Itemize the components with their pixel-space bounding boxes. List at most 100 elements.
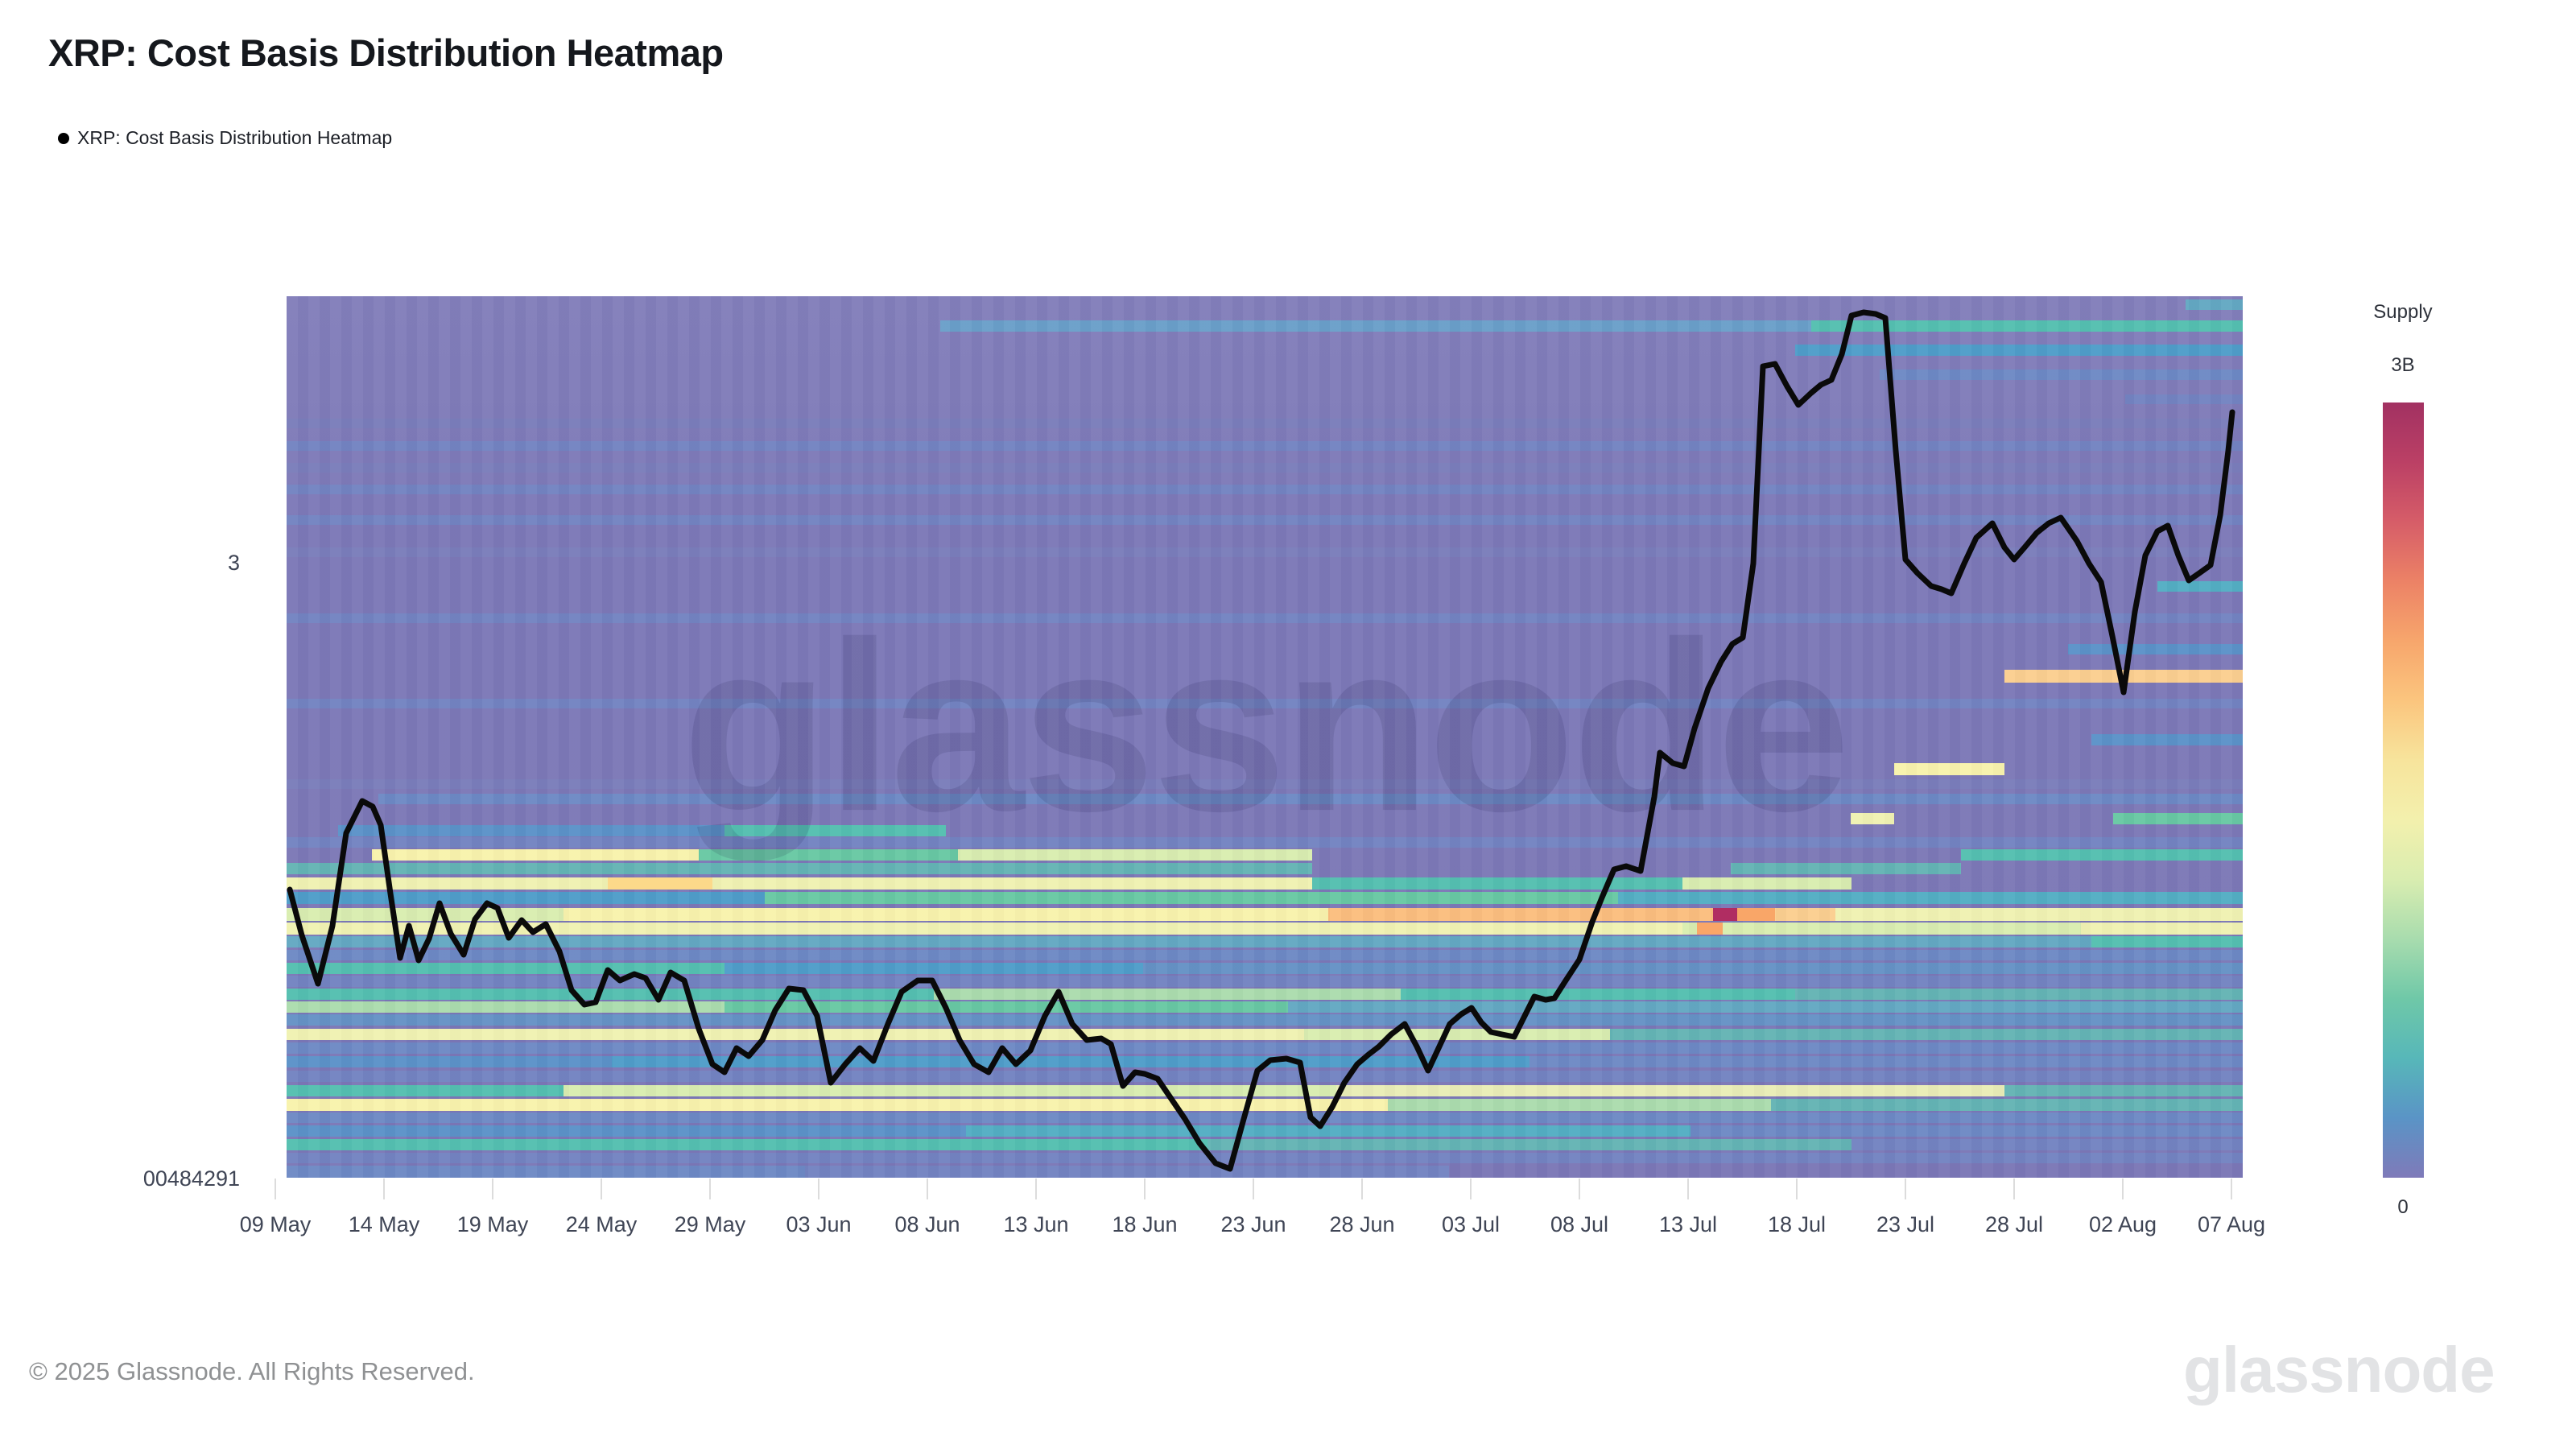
heatmap-band — [287, 1099, 1388, 1111]
x-axis-tick — [1253, 1179, 1254, 1199]
heatmap-band — [1388, 1099, 1771, 1111]
heatmap-cell — [1713, 908, 1737, 921]
heatmap-band — [1795, 345, 2243, 356]
heatmap-cell — [608, 877, 712, 890]
heatmap-band — [287, 485, 2243, 494]
x-axis-label: 08 Jun — [894, 1212, 960, 1236]
heatmap-band — [1880, 369, 2243, 380]
heatmap-band — [1835, 908, 2243, 921]
heatmap-band — [724, 825, 946, 836]
heatmap-band — [1682, 877, 1852, 890]
x-axis-tick — [1579, 1179, 1580, 1199]
x-axis-label: 28 Jul — [1984, 1212, 2044, 1236]
page-title: XRP: Cost Basis Distribution Heatmap — [48, 31, 724, 74]
plot-watermark: glassnode — [682, 590, 1851, 861]
x-axis-label: 29 May — [674, 1212, 746, 1236]
heatmap-band — [2157, 581, 2243, 592]
heatmap-band — [287, 1085, 564, 1096]
legend-item[interactable]: XRP: Cost Basis Distribution Heatmap — [58, 127, 392, 149]
copyright: © 2025 Glassnode. All Rights Reserved. — [29, 1357, 475, 1385]
heatmap-band — [1530, 1056, 2243, 1067]
x-axis-label: 07 Aug — [2197, 1212, 2266, 1236]
heatmap-band — [287, 463, 2243, 473]
x-axis-tick — [2231, 1179, 2232, 1199]
x-axis-tick — [492, 1179, 493, 1199]
heatmap-band — [287, 613, 2243, 623]
heatmap-band — [287, 936, 2091, 947]
price-line — [287, 309, 2235, 1172]
legend-marker-icon — [58, 132, 69, 144]
x-axis-tick — [1905, 1179, 1906, 1199]
heatmap-band — [1795, 989, 2243, 1000]
heatmap-cell — [1737, 908, 1775, 921]
heatmap-band — [287, 877, 1312, 890]
x-axis-tick — [1796, 1179, 1798, 1199]
colorbar-gradient — [2383, 402, 2424, 1178]
heatmap-band — [287, 989, 934, 1000]
x-axis-label: 08 Jul — [1550, 1212, 1609, 1236]
y-axis-label: 3 — [227, 551, 240, 575]
heatmap-band — [287, 1071, 2243, 1082]
y-axis-label: 00484291 — [142, 1166, 240, 1191]
x-axis-label: 18 Jun — [1112, 1212, 1178, 1236]
x-axis-tick — [2122, 1179, 2124, 1199]
heatmap-band — [1894, 763, 2004, 775]
heatmap-band — [724, 1001, 1288, 1013]
heatmap-band — [372, 849, 699, 861]
heatmap-band — [2125, 394, 2243, 404]
heatmap-band — [765, 892, 1618, 904]
heatmap-cell — [1697, 923, 1723, 935]
x-axis-tick — [1144, 1179, 1146, 1199]
x-axis-tick — [1470, 1179, 1472, 1199]
heatmap-band — [1852, 1139, 2243, 1150]
heatmap-band — [338, 825, 724, 836]
heatmap-band — [805, 1166, 1449, 1178]
heatmap-band — [287, 1153, 2243, 1163]
heatmap-band — [287, 441, 2243, 451]
x-axis-label: 13 Jul — [1658, 1212, 1718, 1236]
heatmap-band — [564, 908, 1328, 921]
legend-label: XRP: Cost Basis Distribution Heatmap — [77, 127, 393, 148]
heatmap-band — [287, 1166, 805, 1178]
heatmap-band — [699, 849, 958, 861]
heatmap-band — [287, 963, 724, 974]
heatmap-band — [287, 892, 765, 904]
x-axis-tick — [275, 1179, 276, 1199]
x-axis-label: 03 Jun — [786, 1212, 852, 1236]
heatmap-band — [287, 1014, 2243, 1026]
heatmap-band — [1961, 849, 2243, 861]
heatmap-band — [1143, 963, 2243, 974]
x-axis-tick — [818, 1179, 819, 1199]
heatmap-band — [378, 794, 2243, 804]
heatmap-band — [1401, 989, 1795, 1000]
heatmap-band — [1312, 877, 1682, 890]
x-axis-label: 18 Jul — [1767, 1212, 1827, 1236]
heatmap-band — [1690, 1125, 2243, 1137]
heatmap-band — [2113, 813, 2243, 824]
heatmap-band — [564, 1085, 1336, 1096]
heatmap-band — [287, 837, 2243, 848]
heatmap-band — [287, 1001, 724, 1013]
colorbar-max-label: 3B — [2391, 354, 2415, 376]
x-axis-tick — [601, 1179, 602, 1199]
colorbar-min-label: 0 — [2397, 1196, 2409, 1218]
x-axis-tick — [1035, 1179, 1037, 1199]
heatmap-band — [1731, 863, 1961, 874]
heatmap-band — [1682, 923, 2081, 935]
heatmap-band — [1811, 320, 2243, 332]
heatmap-band — [2186, 299, 2243, 310]
heatmap-band — [1208, 1139, 1852, 1150]
heatmap-band — [287, 1113, 2243, 1123]
heatmap-band — [287, 419, 2243, 428]
heatmap-band — [1336, 1085, 2004, 1096]
x-axis-tick — [1361, 1179, 1363, 1199]
heatmap-plot[interactable]: glassnode — [287, 296, 2243, 1178]
heatmap-band — [2091, 734, 2243, 745]
heatmap-band — [1771, 1099, 2243, 1111]
heatmap-band — [287, 1139, 1208, 1150]
heatmap-band — [287, 950, 2243, 960]
heatmap-band — [1328, 908, 1713, 921]
heatmap-band — [287, 1042, 2243, 1054]
heatmap-band — [1775, 908, 1835, 921]
heatmap-band — [1610, 1029, 2243, 1040]
